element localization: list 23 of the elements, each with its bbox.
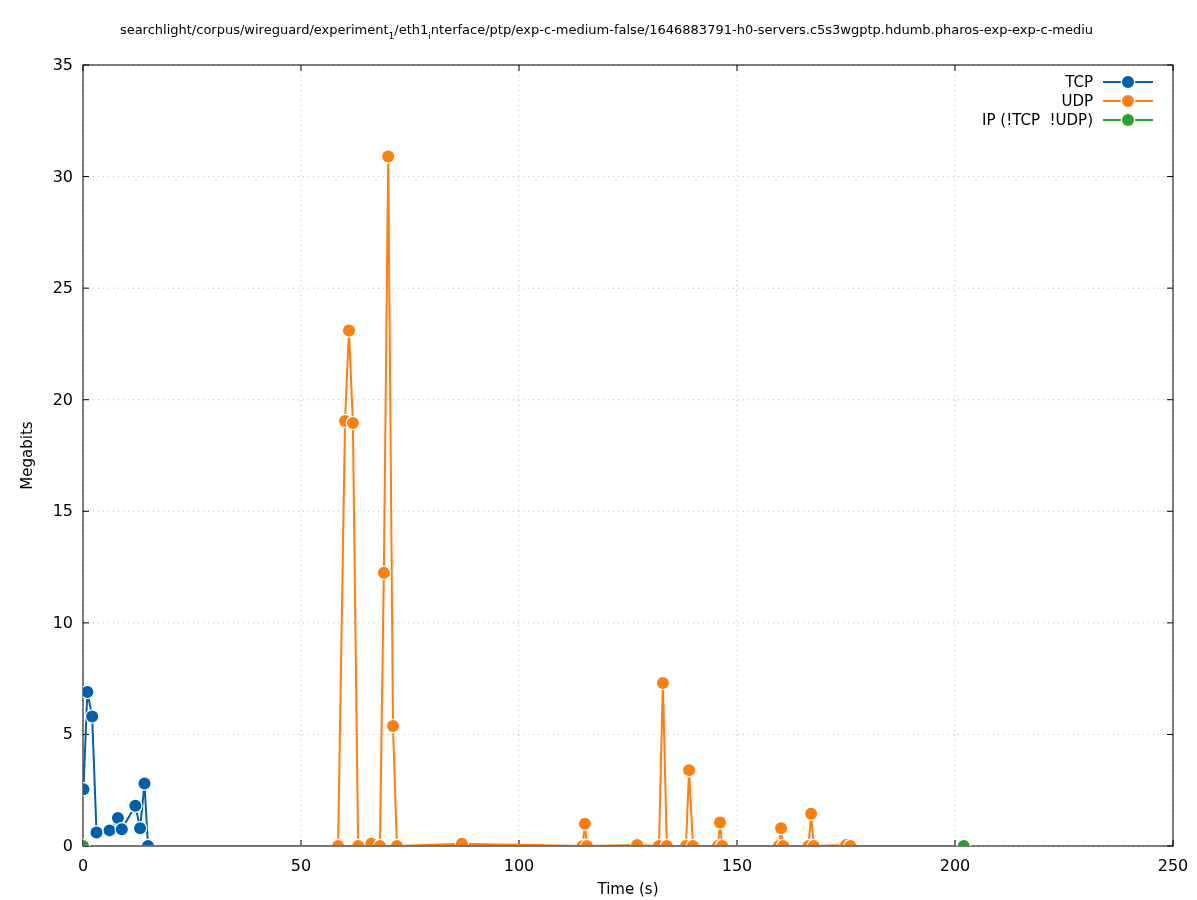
- legend-label: TCP: [1064, 73, 1093, 91]
- x-axis-title: Time (s): [596, 880, 659, 898]
- y-tick-label: 15: [52, 501, 73, 521]
- chart-title: searchlight/corpus/wireguard/experiment$_{1}$/eth1$_{i}$nterface/ptp/exp-c-medium-false/1646883791-h0-servers.c5s3wgptp.hdumb.pharos-exp-exp-c-mediu: [119, 22, 1094, 41]
- x-tick-label: 100: [503, 856, 535, 875]
- y-tick-label: 0: [62, 836, 73, 855]
- x-tick-label: 50: [290, 856, 312, 875]
- y-axis-title: Megabits: [18, 421, 36, 490]
- x-tick-label: 150: [721, 856, 753, 875]
- y-tick-label: 25: [52, 278, 73, 298]
- legend-label: IP (!TCP !UDP): [982, 111, 1093, 129]
- point: [376, 565, 392, 581]
- x-tick-label: 0: [77, 856, 89, 875]
- x-tick-label: 250: [1157, 856, 1189, 875]
- point: [341, 323, 357, 338]
- legend-label: UDP: [1061, 92, 1093, 110]
- y-tick-label: 20: [52, 389, 73, 409]
- point: [345, 415, 361, 431]
- x-tick-label: 200: [939, 856, 971, 875]
- y-tick-label: 10: [52, 612, 73, 632]
- y-tick-label: 35: [52, 55, 73, 74]
- y-tick-label: 5: [62, 724, 73, 744]
- y-tick-label: 30: [52, 166, 73, 186]
